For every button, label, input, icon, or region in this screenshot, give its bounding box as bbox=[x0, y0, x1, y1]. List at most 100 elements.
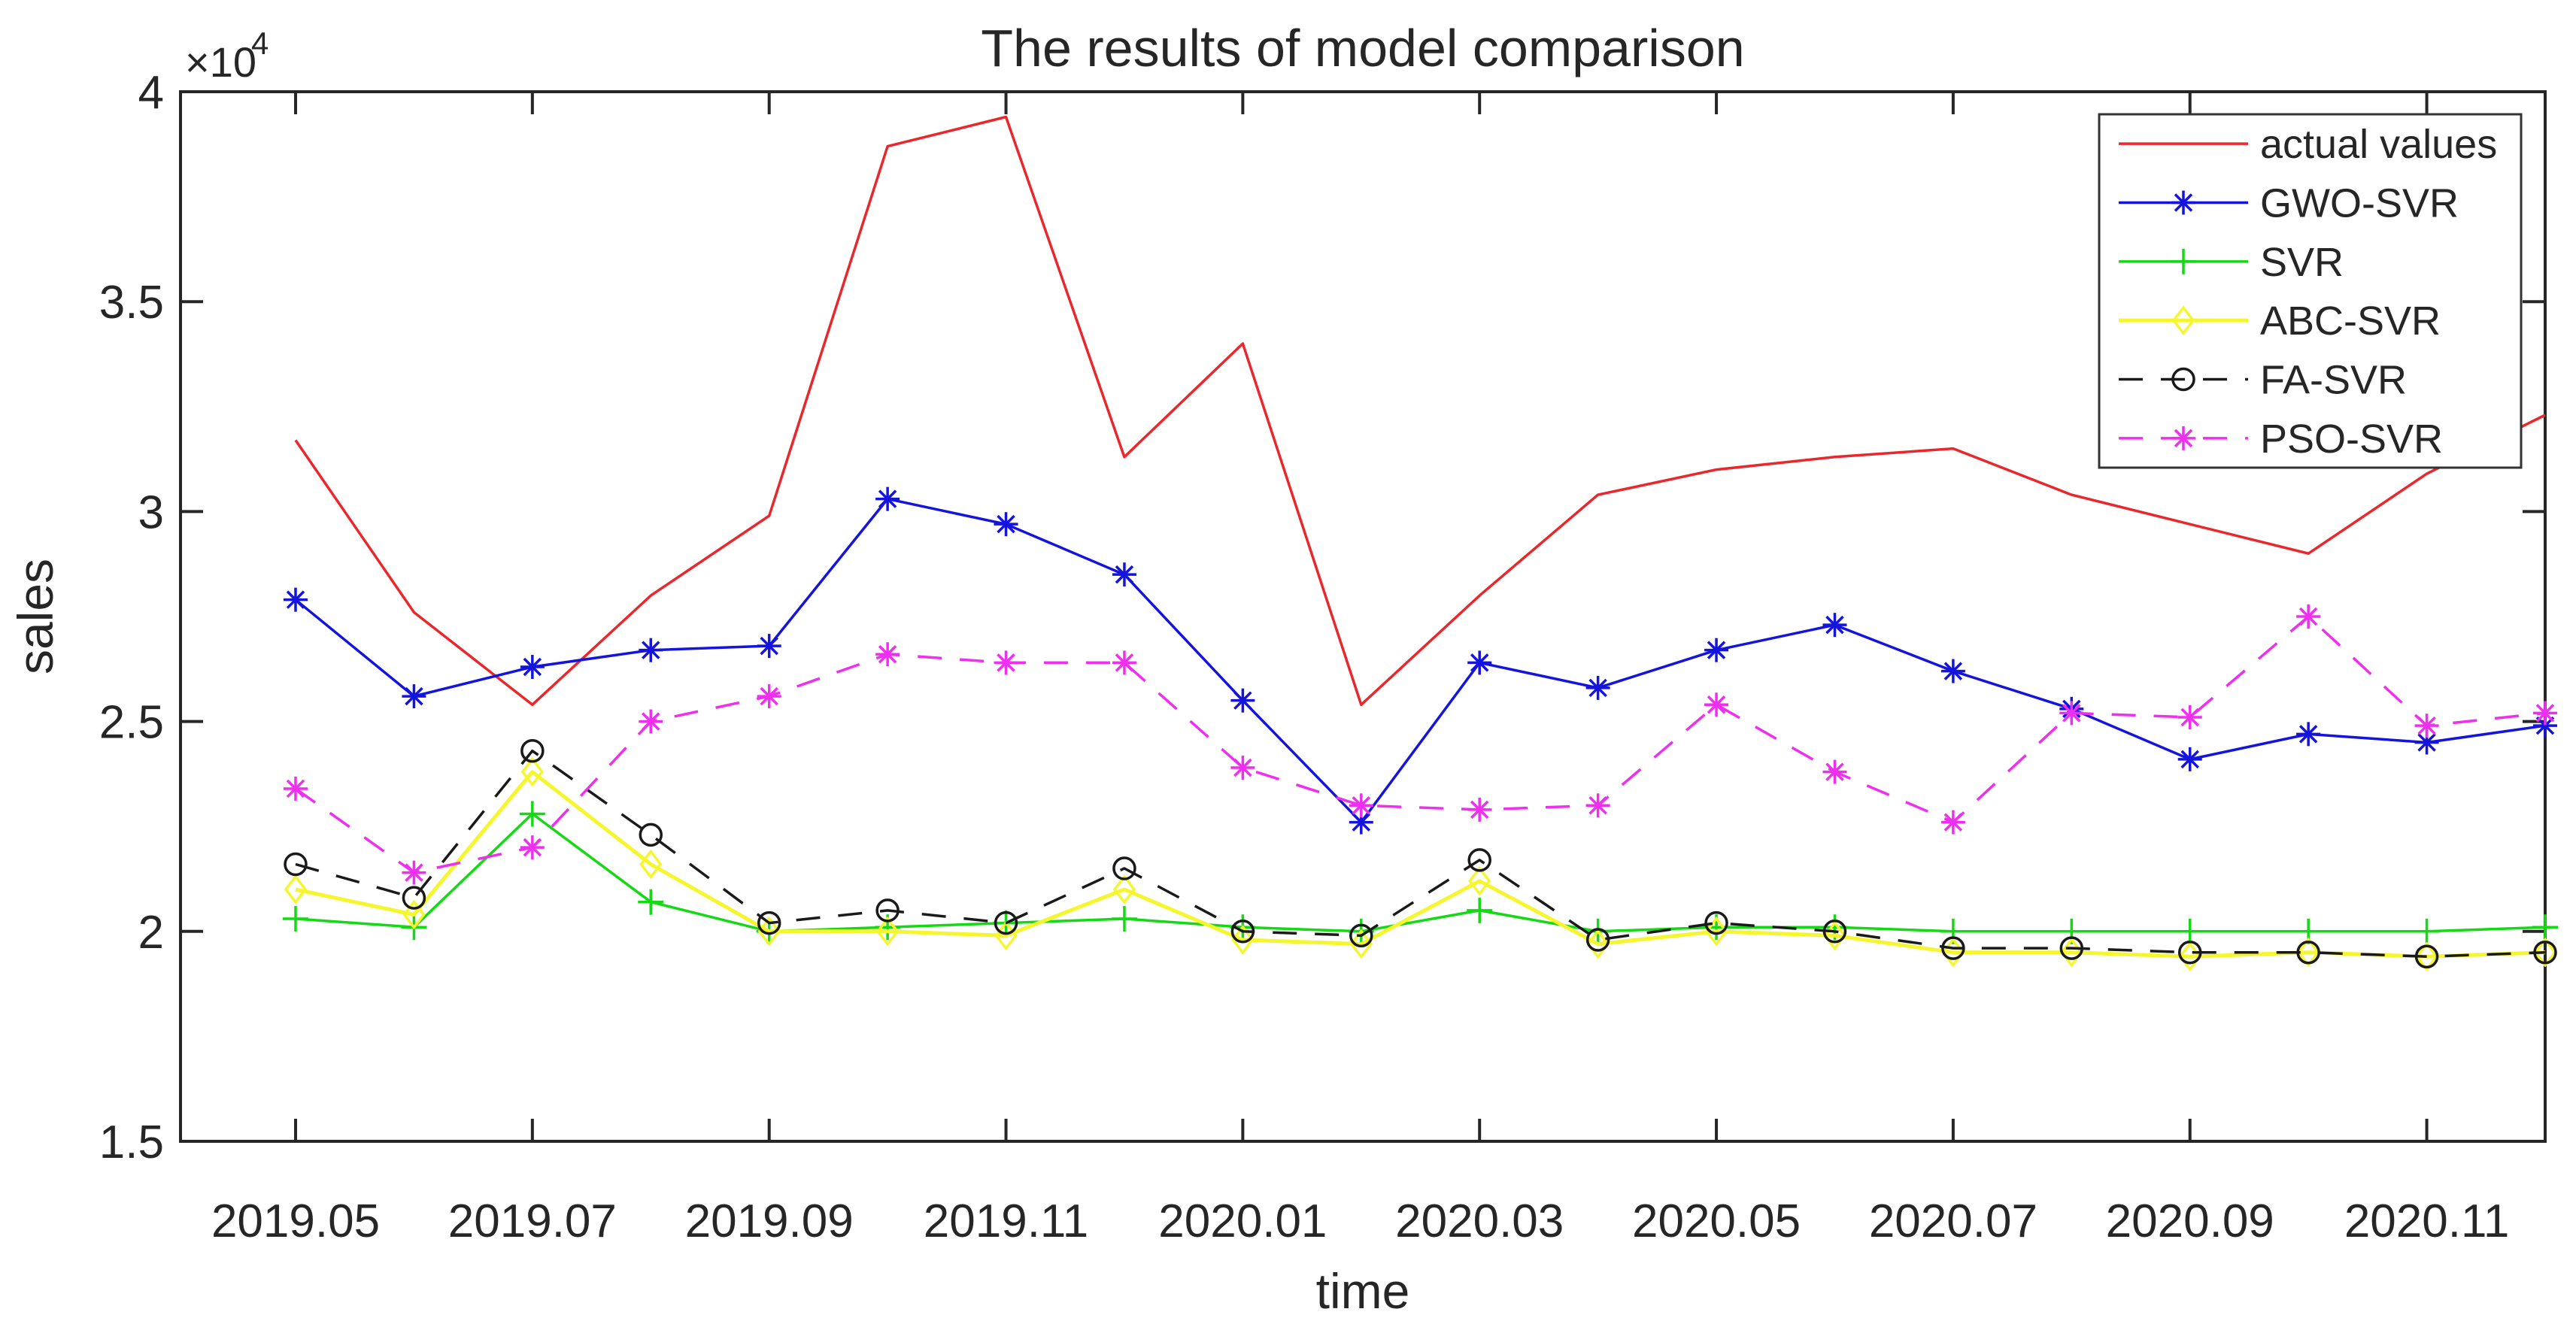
asterisk-marker bbox=[2180, 707, 2199, 727]
diamond-marker bbox=[639, 849, 663, 880]
series-line bbox=[294, 115, 2546, 707]
series-line bbox=[294, 497, 2546, 824]
asterisk-marker bbox=[878, 489, 897, 508]
circle-marker bbox=[2171, 367, 2195, 392]
y-tick-label: 2 bbox=[138, 907, 164, 959]
legend-label: SVR bbox=[2260, 240, 2344, 285]
asterisk-marker bbox=[2180, 750, 2199, 769]
x-tick-label: 2020.05 bbox=[1632, 1195, 1801, 1247]
diamond-marker bbox=[1586, 929, 1610, 959]
diamond-marker bbox=[1112, 874, 1136, 904]
diamond-marker bbox=[875, 916, 900, 947]
legend-row: GWO-SVR bbox=[2119, 181, 2459, 226]
asterisk-marker bbox=[286, 779, 305, 798]
asterisk-marker bbox=[2417, 716, 2436, 735]
asterisk-marker bbox=[1115, 653, 1134, 672]
circle-marker bbox=[1941, 936, 1965, 960]
diamond-marker bbox=[1704, 916, 1728, 947]
asterisk-marker bbox=[1115, 565, 1134, 584]
x-axis-label: time bbox=[1316, 1263, 1410, 1319]
asterisk-marker bbox=[1588, 678, 1607, 698]
diamond-marker bbox=[1231, 925, 1255, 955]
diamond-marker bbox=[284, 874, 308, 904]
asterisk-marker bbox=[1233, 758, 1252, 777]
circle-marker bbox=[2059, 936, 2084, 960]
y-tick-label: 4 bbox=[138, 67, 164, 119]
asterisk-marker bbox=[2417, 733, 2436, 752]
asterisk-marker bbox=[878, 645, 897, 664]
circle-marker bbox=[994, 910, 1018, 935]
x-tick-label: 2020.03 bbox=[1395, 1195, 1564, 1247]
circle-marker bbox=[1704, 910, 1728, 935]
chart-title: The results of model comparison bbox=[981, 19, 1744, 77]
x-tick-label: 2019.09 bbox=[685, 1195, 854, 1247]
legend-row: PSO-SVR bbox=[2119, 417, 2443, 462]
asterisk-marker bbox=[523, 838, 542, 857]
circle-marker bbox=[402, 886, 426, 910]
x-tick-label: 2019.11 bbox=[924, 1195, 1089, 1247]
y-offset-exponent: 4 bbox=[251, 26, 269, 61]
circle-marker bbox=[1585, 928, 1610, 952]
legend-box: actual values GWO-SVR SVR ABC-SVR FA-SVR PSO-… bbox=[2098, 113, 2523, 469]
asterisk-marker bbox=[1825, 615, 1844, 635]
legend-border bbox=[2098, 113, 2523, 469]
legend-label: FA-SVR bbox=[2260, 358, 2407, 403]
legend-row: ABC-SVR bbox=[2119, 298, 2441, 344]
y-offset-mantissa: ×10 bbox=[185, 38, 256, 86]
asterisk-marker bbox=[2174, 429, 2193, 448]
diamond-marker bbox=[1349, 929, 1373, 959]
diamond-marker bbox=[2415, 941, 2438, 972]
asterisk-marker bbox=[760, 636, 778, 656]
series-line bbox=[294, 615, 2546, 874]
circle-marker bbox=[639, 823, 663, 847]
asterisk-marker bbox=[642, 712, 660, 731]
circle-marker bbox=[2414, 944, 2439, 969]
x-tick-label: 2019.05 bbox=[211, 1195, 380, 1247]
asterisk-marker bbox=[1588, 796, 1607, 815]
diamond-marker bbox=[1468, 865, 1491, 896]
legend-label: actual values bbox=[2260, 122, 2497, 167]
series-line bbox=[295, 749, 2546, 959]
circle-marker bbox=[1112, 856, 1136, 880]
series-actual-values bbox=[294, 115, 2546, 707]
asterisk-marker bbox=[1352, 813, 1371, 832]
circle-marker bbox=[757, 910, 781, 935]
legend-row: SVR bbox=[2119, 240, 2344, 285]
diamond-marker bbox=[2533, 937, 2557, 968]
diamond-marker bbox=[2171, 305, 2195, 336]
asterisk-marker bbox=[2174, 193, 2193, 212]
circle-marker bbox=[1349, 923, 1373, 948]
asterisk-marker bbox=[523, 657, 542, 677]
series-gwo-svr bbox=[284, 486, 2557, 835]
circle-marker bbox=[2296, 940, 2320, 965]
asterisk-marker bbox=[1943, 662, 1963, 680]
x-tick-label: 2019.07 bbox=[448, 1195, 617, 1247]
diamond-marker bbox=[520, 756, 545, 787]
circle-marker bbox=[875, 898, 900, 923]
asterisk-marker bbox=[1825, 762, 1844, 781]
circle-marker bbox=[1822, 920, 1847, 944]
legend-row: FA-SVR bbox=[2119, 358, 2407, 403]
asterisk-marker bbox=[286, 590, 305, 609]
asterisk-marker bbox=[2535, 704, 2555, 723]
asterisk-marker bbox=[1943, 813, 1963, 832]
x-tick-label: 2020.09 bbox=[2106, 1195, 2274, 1247]
legend-label: PSO-SVR bbox=[2260, 417, 2443, 462]
circle-marker bbox=[520, 738, 545, 763]
asterisk-marker bbox=[2062, 704, 2081, 723]
series-fa-svr bbox=[284, 738, 2557, 969]
asterisk-marker bbox=[997, 514, 1015, 534]
asterisk-marker bbox=[1707, 641, 1726, 659]
asterisk-marker bbox=[1352, 796, 1371, 815]
asterisk-marker bbox=[1470, 800, 1489, 820]
series-line bbox=[295, 812, 2546, 933]
asterisk-marker bbox=[1707, 695, 1726, 714]
y-axis-label: sales bbox=[8, 559, 63, 674]
diamond-marker bbox=[2296, 937, 2320, 968]
x-tick-label: 2020.11 bbox=[2344, 1195, 2510, 1247]
asterisk-marker bbox=[405, 686, 423, 706]
asterisk-marker bbox=[1233, 691, 1252, 710]
legend-row: actual values bbox=[2119, 122, 2497, 167]
